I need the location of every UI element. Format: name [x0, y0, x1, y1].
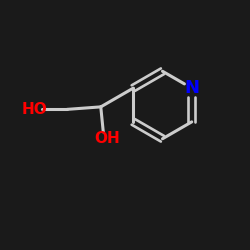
Text: OH: OH [94, 130, 120, 146]
Text: N: N [184, 79, 199, 97]
Text: HO: HO [22, 102, 48, 117]
